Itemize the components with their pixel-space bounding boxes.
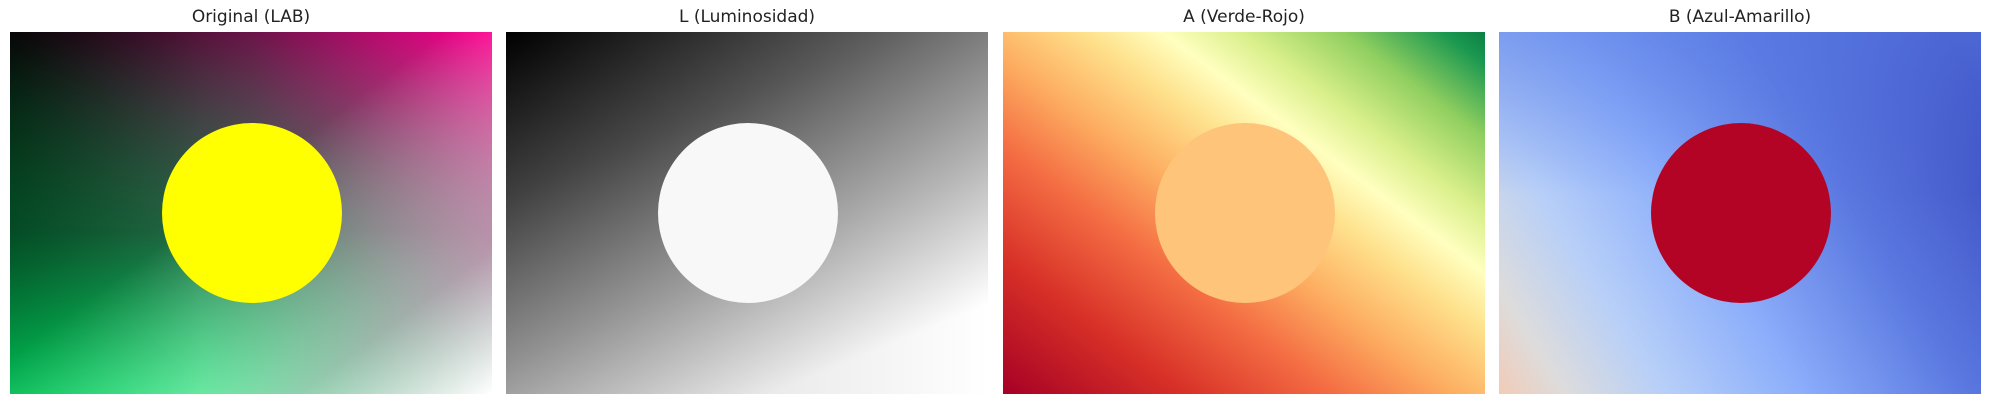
image-original-lab	[10, 32, 492, 394]
circle-shape	[162, 123, 342, 303]
panel-title-l: L (Luminosidad)	[678, 7, 816, 27]
panel-title-b: B (Azul-Amarillo)	[1668, 7, 1812, 27]
circle-shape	[658, 123, 838, 303]
panel-l-luminosidad: L (Luminosidad)	[506, 0, 988, 403]
panel-original-lab: Original (LAB)	[10, 0, 492, 403]
image-a-channel	[1003, 32, 1485, 394]
image-b-channel	[1499, 32, 1981, 394]
panel-title-original: Original (LAB)	[191, 7, 311, 27]
panel-a-verde-rojo: A (Verde-Rojo)	[1003, 0, 1485, 403]
circle-shape	[1155, 123, 1335, 303]
circle-shape	[1651, 123, 1831, 303]
image-l-channel	[506, 32, 988, 394]
panel-b-azul-amarillo: B (Azul-Amarillo)	[1499, 0, 1981, 403]
panel-title-a: A (Verde-Rojo)	[1183, 7, 1305, 27]
